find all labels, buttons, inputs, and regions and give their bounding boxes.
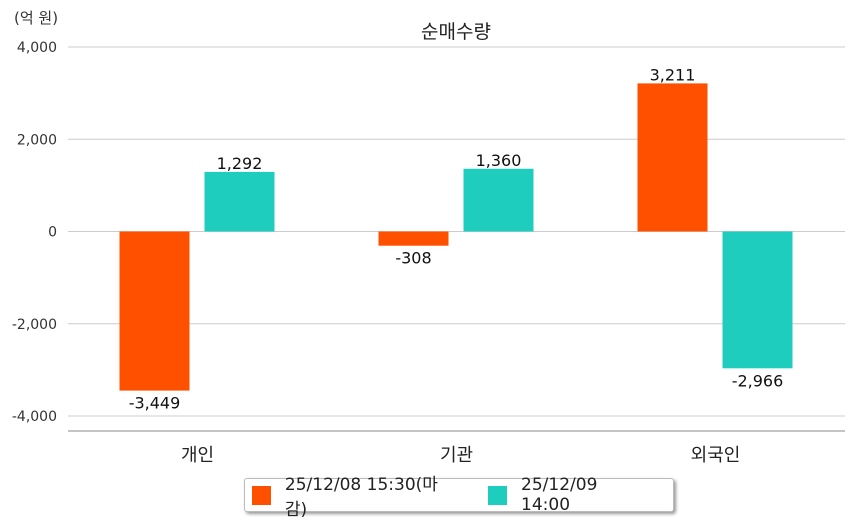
data-label: 1,360 — [476, 151, 522, 170]
data-label: 1,292 — [217, 154, 263, 173]
x-tick-label: 개인 — [181, 445, 214, 466]
legend-label: 25/12/08 15:30(마감) — [284, 475, 438, 520]
bar[interactable] — [204, 171, 275, 232]
unit-label: (억 원) — [14, 9, 58, 27]
bar[interactable] — [722, 231, 793, 369]
legend-swatch — [488, 485, 508, 505]
bar[interactable] — [119, 231, 190, 391]
y-tick-label: 2,000 — [17, 132, 57, 148]
chart-title: 순매수량 — [421, 21, 491, 43]
bar[interactable] — [463, 168, 534, 232]
legend-label: 25/12/09 14:00 — [521, 475, 598, 515]
data-label: -2,966 — [732, 371, 784, 390]
y-tick-label: -2,000 — [12, 317, 57, 333]
y-tick-label: 0 — [48, 225, 57, 241]
legend-swatch — [252, 485, 271, 505]
x-tick-label: 외국인 — [691, 445, 741, 466]
data-label: -308 — [395, 249, 431, 268]
legend: 25/12/08 15:30(마감) 25/12/09 14:00 — [244, 475, 674, 520]
x-tick-label: 기관 — [440, 445, 473, 466]
legend-item-1[interactable]: 25/12/08 15:30(마감) — [252, 470, 459, 520]
legend-item-2[interactable]: 25/12/09 14:00 — [488, 475, 651, 515]
y-tick-label: 4,000 — [17, 40, 57, 56]
bar[interactable] — [378, 231, 449, 246]
data-label: -3,449 — [129, 394, 181, 413]
bar[interactable] — [637, 83, 708, 232]
data-label: 3,211 — [650, 65, 696, 84]
y-tick-label: -4,000 — [12, 409, 57, 425]
